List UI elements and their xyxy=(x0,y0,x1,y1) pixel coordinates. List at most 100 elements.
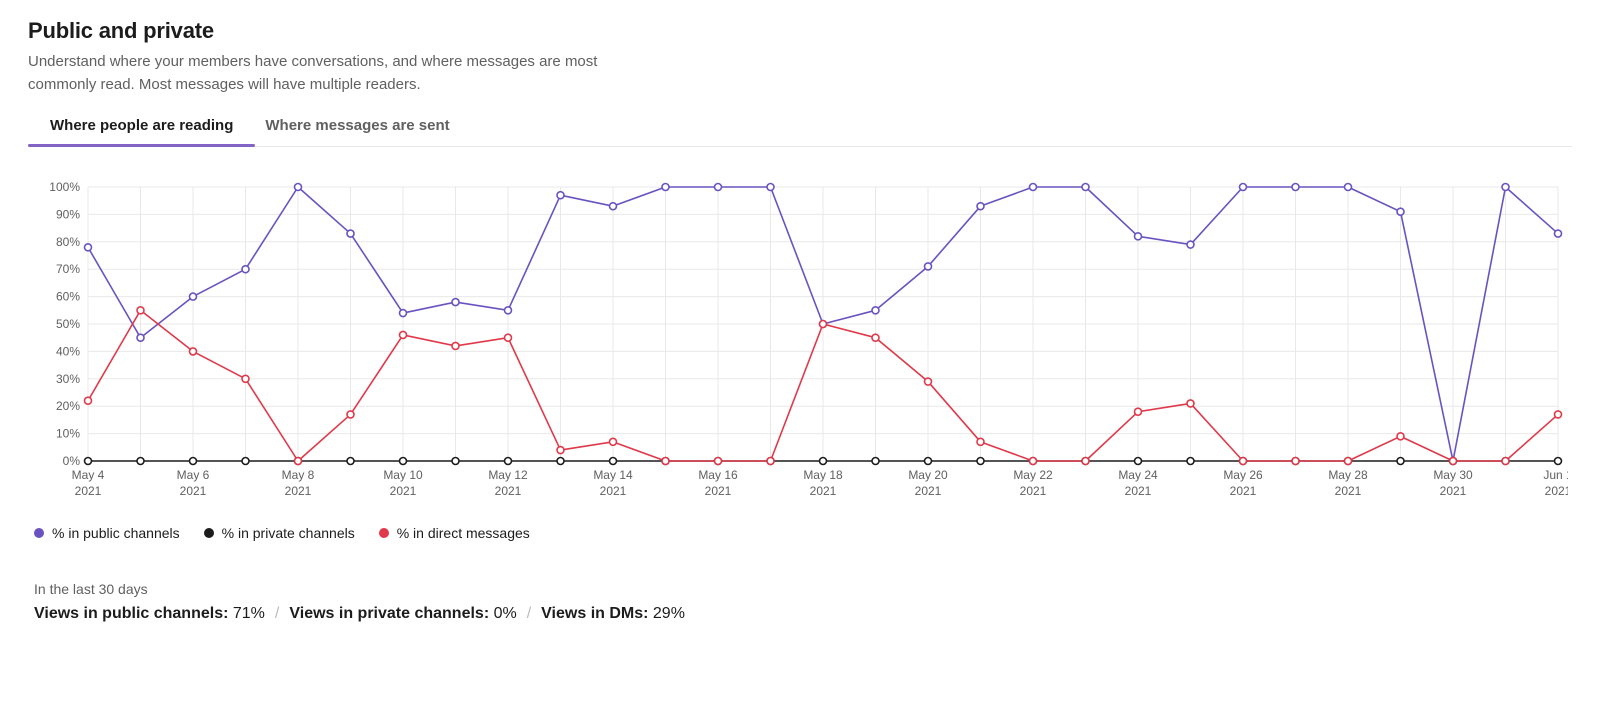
series-marker xyxy=(1135,408,1142,415)
series-marker xyxy=(505,306,512,313)
legend-item: % in direct messages xyxy=(379,525,530,541)
series-marker xyxy=(872,334,879,341)
series-marker xyxy=(1292,457,1299,464)
series-marker xyxy=(1187,241,1194,248)
summary-caption: In the last 30 days xyxy=(34,581,1572,597)
chart-legend: % in public channels % in private channel… xyxy=(28,525,1572,541)
series-marker xyxy=(190,347,197,354)
series-marker xyxy=(85,397,92,404)
summary-stat-label: Views in DMs: xyxy=(541,605,653,622)
series-marker xyxy=(662,457,669,464)
summary-stat-value: 0% xyxy=(494,605,517,622)
legend-item: % in public channels xyxy=(34,525,180,541)
chart-container: 0%10%20%30%40%50%60%70%80%90%100%May 420… xyxy=(28,177,1572,507)
summary-stat-label: Views in private channels: xyxy=(289,605,493,622)
y-tick-label: 10% xyxy=(56,426,80,440)
series-marker xyxy=(610,202,617,209)
x-tick-year: 2021 xyxy=(1440,484,1467,498)
series-marker xyxy=(347,457,354,464)
series-marker xyxy=(137,334,144,341)
tab-underline xyxy=(28,144,255,147)
series-marker xyxy=(1555,230,1562,237)
y-tick-label: 70% xyxy=(56,262,80,276)
series-marker xyxy=(610,457,617,464)
y-tick-label: 80% xyxy=(56,234,80,248)
series-marker xyxy=(400,457,407,464)
series-marker xyxy=(767,183,774,190)
x-tick-label: May 26 xyxy=(1223,468,1263,482)
series-marker xyxy=(1082,457,1089,464)
chart-bg xyxy=(34,177,1568,507)
series-marker xyxy=(347,230,354,237)
series-marker xyxy=(715,183,722,190)
series-marker xyxy=(1187,457,1194,464)
series-marker xyxy=(242,265,249,272)
series-marker xyxy=(1397,208,1404,215)
x-tick-label: May 14 xyxy=(593,468,633,482)
tab-where-people-are-reading[interactable]: Where people are reading xyxy=(50,111,233,146)
series-marker xyxy=(1082,183,1089,190)
series-marker xyxy=(242,457,249,464)
x-tick-label: May 8 xyxy=(282,468,315,482)
y-tick-label: 60% xyxy=(56,289,80,303)
series-marker xyxy=(925,262,932,269)
x-tick-year: 2021 xyxy=(915,484,942,498)
x-tick-year: 2021 xyxy=(1020,484,1047,498)
series-marker xyxy=(1030,183,1037,190)
series-marker xyxy=(85,457,92,464)
y-tick-label: 30% xyxy=(56,371,80,385)
x-tick-label: May 6 xyxy=(177,468,210,482)
series-marker xyxy=(1555,410,1562,417)
x-tick-label: May 10 xyxy=(383,468,423,482)
line-chart: 0%10%20%30%40%50%60%70%80%90%100%May 420… xyxy=(34,177,1568,507)
x-tick-label: May 4 xyxy=(72,468,105,482)
series-marker xyxy=(715,457,722,464)
legend-item: % in private channels xyxy=(204,525,355,541)
series-marker xyxy=(872,457,879,464)
series-marker xyxy=(1450,457,1457,464)
summary-block: In the last 30 days Views in public chan… xyxy=(28,581,1572,623)
summary-stat: Views in public channels: 71% xyxy=(34,605,265,623)
series-marker xyxy=(400,331,407,338)
summary-stat-label: Views in public channels: xyxy=(34,605,233,622)
legend-label: % in direct messages xyxy=(397,525,530,541)
x-tick-year: 2021 xyxy=(285,484,312,498)
series-marker xyxy=(1345,183,1352,190)
series-marker xyxy=(925,457,932,464)
series-marker xyxy=(767,457,774,464)
series-marker xyxy=(85,243,92,250)
series-marker xyxy=(872,306,879,313)
series-marker xyxy=(1187,399,1194,406)
x-tick-year: 2021 xyxy=(1335,484,1362,498)
series-marker xyxy=(1240,183,1247,190)
x-tick-label: May 24 xyxy=(1118,468,1158,482)
series-marker xyxy=(662,183,669,190)
series-marker xyxy=(977,457,984,464)
series-marker xyxy=(1135,232,1142,239)
series-marker xyxy=(1555,457,1562,464)
x-tick-label: May 18 xyxy=(803,468,843,482)
x-tick-year: 2021 xyxy=(495,484,522,498)
series-marker xyxy=(1135,457,1142,464)
series-marker xyxy=(977,202,984,209)
x-tick-year: 2021 xyxy=(1545,484,1568,498)
series-marker xyxy=(137,457,144,464)
legend-swatch xyxy=(34,528,44,538)
summary-separator: / xyxy=(527,605,531,623)
x-tick-year: 2021 xyxy=(1125,484,1152,498)
x-tick-year: 2021 xyxy=(1230,484,1257,498)
series-marker xyxy=(1030,457,1037,464)
series-marker xyxy=(557,457,564,464)
y-tick-label: 40% xyxy=(56,344,80,358)
series-marker xyxy=(610,438,617,445)
legend-label: % in public channels xyxy=(52,525,180,541)
x-tick-label: May 22 xyxy=(1013,468,1053,482)
x-tick-year: 2021 xyxy=(75,484,102,498)
x-tick-year: 2021 xyxy=(810,484,837,498)
series-marker xyxy=(137,306,144,313)
x-tick-label: May 12 xyxy=(488,468,528,482)
y-tick-label: 20% xyxy=(56,399,80,413)
summary-separator: / xyxy=(275,605,279,623)
series-marker xyxy=(452,342,459,349)
tab-where-messages-are-sent[interactable]: Where messages are sent xyxy=(265,111,449,146)
